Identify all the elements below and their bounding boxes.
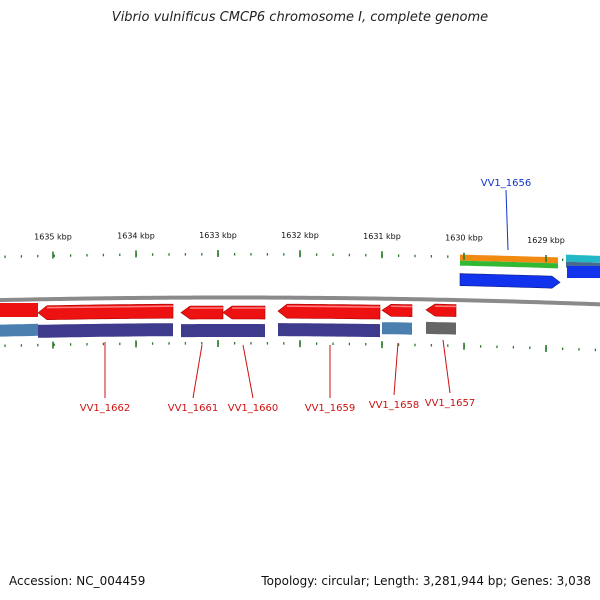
gene-label-leader: [242, 344, 254, 399]
backbone: [0, 295, 600, 307]
gene-label-leader: [192, 344, 203, 399]
cog-band: [278, 323, 380, 338]
gene-label: VV1_1660: [228, 403, 279, 414]
gene-arrow-vv1-1661: [180, 305, 224, 320]
gene-arrow-vv1-1658-body: [381, 303, 413, 318]
cog-band: [0, 323, 38, 337]
tick-label: 1629 kbp: [527, 236, 565, 245]
gene-arrow-vv1-1659: [277, 303, 381, 320]
backbone-line: [0, 295, 600, 307]
gene-label: VV1_1658: [369, 400, 420, 411]
gene-label: VV1_1662: [80, 403, 131, 414]
map-title: Vibrio vulnificus CMCP6 chromosome I, co…: [111, 10, 489, 25]
gene-arrow-vv1-1657-body: [425, 303, 457, 317]
gene-arrow-vv1-1662: [37, 303, 174, 321]
gene-arrow-vv1-1660-body: [222, 305, 266, 320]
tick-label: 1635 kbp: [34, 233, 72, 242]
cog-band: [426, 321, 456, 335]
gene-arrow-vv1-1658: [381, 303, 413, 318]
gene-arrow-vv1-1656: [459, 273, 561, 289]
gene-label: VV1_1656: [481, 178, 532, 189]
tick-label: 1632 kbp: [281, 231, 319, 240]
genome-summary-text: Topology: circular; Length: 3,281,944 bp…: [261, 574, 591, 588]
cog-band: [460, 260, 558, 269]
gene-arrow-vv1-1657: [425, 303, 457, 317]
tick-label: 1634 kbp: [117, 231, 155, 240]
accession-text: Accession: NC_004459: [9, 574, 146, 588]
gene-arrow-vv1-1659-body: [277, 303, 381, 320]
cog-band: [566, 254, 600, 263]
gene-arrow-vv1-1662-shine: [46, 305, 174, 309]
gene-label-leader: [442, 339, 451, 394]
gene-arrow-vv1-1659-shine: [286, 305, 381, 308]
gene-arrow-left-partial: [0, 303, 38, 317]
cog-track: [0, 254, 600, 338]
cog-band: [181, 324, 265, 338]
cog-band: [38, 323, 173, 338]
gene-label: VV1_1659: [305, 403, 356, 414]
tick-label: 1631 kbp: [363, 232, 401, 241]
cog-band: [382, 322, 412, 335]
gene-track: [0, 266, 600, 321]
tick-label: 1630 kbp: [445, 234, 483, 243]
gene-label: VV1_1657: [425, 398, 476, 409]
gene-label-leader: [505, 189, 509, 251]
gene-label: VV1_1661: [168, 403, 219, 414]
gene-labels: VV1_1662 VV1_1661 VV1_1660 VV1_1659 VV1_1658…: [80, 178, 532, 414]
scale-ticks: 1635 kbp 1634 kbp 1633 kbp 1632 kbp 1631 kbp…: [34, 231, 565, 352]
gene-label-leader: [393, 342, 399, 396]
gene-arrow-vv1-1660: [222, 305, 266, 320]
gene-arrow-right-partial: [567, 266, 600, 278]
cog-band: [460, 254, 558, 264]
tick-label: 1633 kbp: [199, 231, 237, 240]
